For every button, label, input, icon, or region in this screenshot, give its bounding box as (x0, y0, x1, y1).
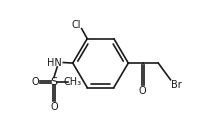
Text: S: S (50, 77, 57, 87)
Text: O: O (50, 102, 57, 112)
Text: CH₃: CH₃ (63, 77, 81, 87)
Text: HN: HN (47, 58, 62, 68)
Text: Br: Br (170, 80, 180, 90)
Text: O: O (31, 77, 39, 87)
Text: O: O (138, 86, 146, 96)
Text: Cl: Cl (71, 20, 81, 30)
